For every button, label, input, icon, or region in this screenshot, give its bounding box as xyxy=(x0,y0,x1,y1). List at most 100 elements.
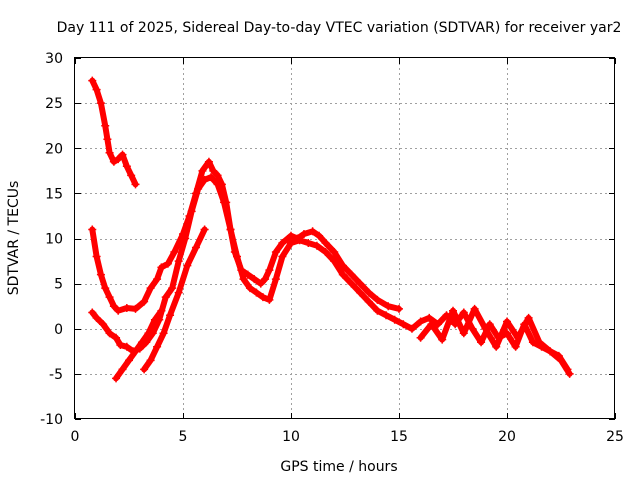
data-point xyxy=(150,315,159,324)
data-point xyxy=(384,302,393,311)
x-tick-label: 20 xyxy=(498,429,516,445)
data-point xyxy=(261,275,270,284)
y-tick-label: -5 xyxy=(49,367,63,383)
data-point xyxy=(245,284,254,293)
data-point xyxy=(557,356,565,365)
data-point xyxy=(315,231,324,240)
y-tick-label: 5 xyxy=(54,277,63,293)
data-point xyxy=(373,306,382,315)
data-point xyxy=(200,175,209,184)
series-track-d xyxy=(112,306,166,383)
data-point xyxy=(299,229,308,238)
y-tick-label: 10 xyxy=(45,232,63,248)
data-point xyxy=(92,252,101,261)
data-point xyxy=(373,295,382,304)
y-tick-label: 0 xyxy=(54,322,63,338)
data-point xyxy=(109,302,118,311)
series-track xyxy=(89,77,139,188)
data-point xyxy=(118,365,127,374)
plot-frame xyxy=(74,57,615,419)
data-point xyxy=(116,340,125,349)
x-axis-label: GPS time / hours xyxy=(280,459,397,475)
data-point xyxy=(287,239,295,248)
data-point xyxy=(105,148,114,157)
data-point xyxy=(535,338,544,347)
chart-title: Day 111 of 2025, Sidereal Day-to-day VTE… xyxy=(57,20,622,36)
data-point xyxy=(194,184,203,193)
data-point xyxy=(99,320,108,329)
data-point xyxy=(265,266,274,275)
series-track xyxy=(89,174,571,373)
data-point xyxy=(88,308,97,317)
data-point xyxy=(146,356,155,365)
data-point xyxy=(492,342,501,351)
data-point xyxy=(96,99,105,108)
data-point xyxy=(207,173,216,182)
grid-layer xyxy=(75,58,615,419)
data-point xyxy=(105,329,114,338)
y-tick-label: 20 xyxy=(45,141,63,157)
data-point xyxy=(565,369,574,378)
data-point xyxy=(122,303,131,312)
data-point xyxy=(181,234,190,243)
data-point xyxy=(166,311,175,320)
data-point xyxy=(127,171,136,180)
data-point xyxy=(198,166,207,175)
data-point xyxy=(250,275,259,284)
data-point xyxy=(407,324,416,333)
data-point xyxy=(157,306,166,315)
data-point xyxy=(146,284,155,293)
data-point xyxy=(347,279,356,288)
data-point xyxy=(416,333,425,342)
series-track-e xyxy=(140,225,209,374)
data-point xyxy=(109,157,118,166)
data-point xyxy=(459,308,468,317)
data-point xyxy=(157,263,166,272)
data-point xyxy=(308,227,317,236)
data-point xyxy=(481,324,490,333)
data-point xyxy=(168,284,177,293)
data-point xyxy=(477,338,486,347)
series-track-a xyxy=(88,76,140,189)
data-point xyxy=(546,347,555,356)
data-point xyxy=(226,225,235,234)
data-point xyxy=(191,243,200,252)
data-point xyxy=(271,275,280,284)
y-tick-label: -10 xyxy=(40,412,63,428)
data-point xyxy=(88,225,97,234)
data-point xyxy=(330,248,339,257)
data-point xyxy=(140,365,149,374)
data-point xyxy=(174,257,183,266)
data-point xyxy=(256,279,265,288)
x-tick-label: 15 xyxy=(390,429,408,445)
data-point xyxy=(163,259,172,268)
y-tick-label: 15 xyxy=(45,186,63,202)
data-point xyxy=(364,288,373,297)
data-point xyxy=(321,248,330,257)
data-point xyxy=(144,329,153,338)
data-point xyxy=(312,241,321,250)
data-point xyxy=(96,270,105,279)
data-point xyxy=(356,279,365,288)
data-point xyxy=(125,356,133,365)
data-point xyxy=(459,329,468,338)
series-track xyxy=(113,307,165,382)
data-point xyxy=(122,342,131,351)
data-point xyxy=(425,313,434,322)
data-point xyxy=(364,297,373,306)
data-point xyxy=(399,320,408,329)
data-point xyxy=(131,304,140,313)
data-point xyxy=(416,317,425,326)
data-point xyxy=(101,284,110,293)
x-tick-label: 25 xyxy=(606,429,624,445)
data-point xyxy=(258,293,267,302)
data-point xyxy=(382,311,391,320)
data-point xyxy=(295,236,304,245)
data-point xyxy=(131,180,140,189)
series-track-f xyxy=(416,304,574,378)
data-point xyxy=(330,257,339,266)
data-point xyxy=(321,239,330,248)
tick-layer: 0 5 10 15 20 25 -10 -5 0 5 10 15 20 25 30 xyxy=(40,51,624,445)
data-point xyxy=(118,150,127,159)
